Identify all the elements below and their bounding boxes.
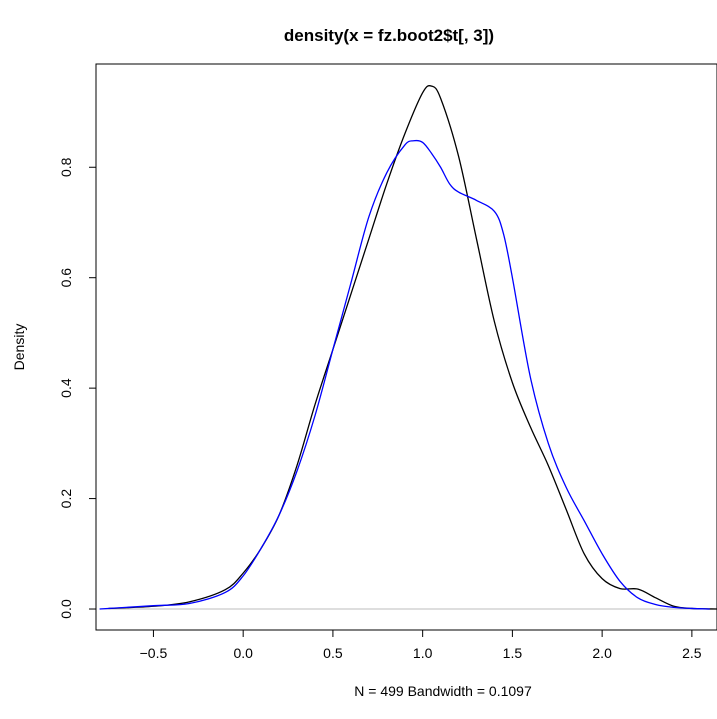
plot-frame (95, 63, 717, 631)
x-tick-label: 0.0 (233, 645, 253, 661)
x-tick-label: 2.0 (592, 645, 612, 661)
y-axis: 0.0 0.2 0.4 0.6 0.8 (58, 157, 97, 619)
y-tick-label: 0.2 (58, 489, 74, 509)
y-axis-label: Density (11, 324, 27, 371)
density-line-2 (99, 139, 710, 610)
x-axis-label: N = 499 Bandwidth = 0.1097 (354, 683, 532, 699)
x-tick-label: 1.5 (503, 645, 523, 661)
y-tick-label: 0.8 (58, 157, 74, 177)
x-tick-label: 1.0 (413, 645, 433, 661)
x-tick-label: 0.5 (323, 645, 343, 661)
y-tick-label: 0.0 (58, 599, 74, 619)
series-layer (99, 84, 717, 610)
y-tick-label: 0.4 (58, 378, 74, 398)
x-axis: −0.5 0.0 0.5 1.0 1.5 2.0 2.5 (140, 629, 702, 661)
y-tick-label: 0.6 (58, 268, 74, 288)
x-tick-label: 2.5 (682, 645, 702, 661)
x-tick-label: −0.5 (140, 645, 168, 661)
chart-title: density(x = fz.boot2$t[, 3]) (284, 26, 494, 45)
density-line-1 (108, 84, 717, 610)
